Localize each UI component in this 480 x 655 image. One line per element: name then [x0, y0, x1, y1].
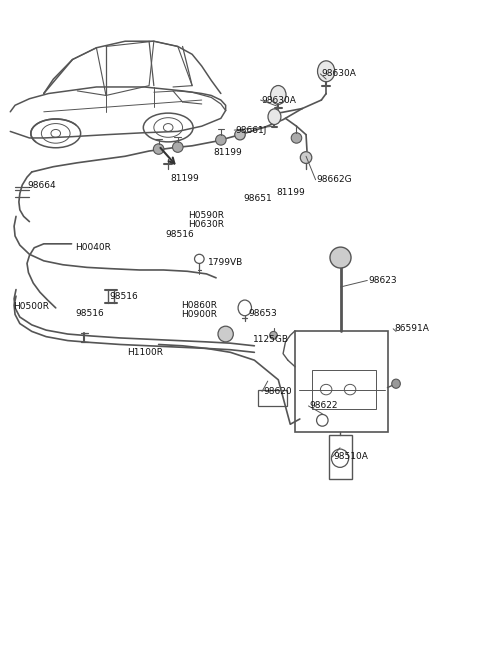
Ellipse shape	[172, 142, 183, 153]
Ellipse shape	[216, 135, 226, 145]
Ellipse shape	[291, 133, 302, 143]
Ellipse shape	[330, 247, 351, 268]
Text: 98516: 98516	[166, 229, 194, 238]
Text: 98516: 98516	[110, 291, 139, 301]
Bar	[328, 435, 351, 479]
Bar	[295, 331, 388, 432]
Text: H0860R: H0860R	[181, 301, 217, 310]
Text: 98630A: 98630A	[322, 69, 356, 79]
Ellipse shape	[318, 61, 335, 82]
Text: 98661J: 98661J	[235, 126, 266, 135]
Text: 98651: 98651	[244, 194, 273, 202]
Text: 81199: 81199	[276, 189, 305, 197]
Text: 86591A: 86591A	[394, 324, 429, 333]
Text: 98516: 98516	[75, 309, 104, 318]
Ellipse shape	[218, 326, 233, 342]
Text: 98622: 98622	[310, 402, 338, 411]
Text: 98662G: 98662G	[317, 176, 352, 184]
Text: 1125GB: 1125GB	[253, 335, 289, 344]
Text: 81199: 81199	[170, 174, 199, 183]
Text: 98510A: 98510A	[333, 453, 368, 461]
Text: 1799VB: 1799VB	[207, 257, 243, 267]
Text: H0630R: H0630R	[188, 219, 224, 229]
Text: 98664: 98664	[27, 181, 56, 189]
Bar	[258, 390, 287, 406]
Ellipse shape	[270, 331, 277, 339]
Ellipse shape	[154, 144, 164, 155]
Bar	[312, 370, 376, 409]
Ellipse shape	[300, 152, 312, 164]
Ellipse shape	[235, 130, 245, 140]
Text: 98620: 98620	[263, 387, 291, 396]
Ellipse shape	[392, 379, 400, 388]
Text: 98630A: 98630A	[262, 96, 297, 105]
Text: H0590R: H0590R	[188, 210, 224, 219]
Text: H0040R: H0040R	[75, 243, 111, 252]
Text: H0500R: H0500R	[12, 302, 48, 311]
Ellipse shape	[268, 109, 281, 124]
Text: 98623: 98623	[368, 276, 397, 285]
Text: H1100R: H1100R	[128, 348, 164, 357]
Ellipse shape	[271, 86, 286, 104]
Text: H0900R: H0900R	[181, 310, 217, 319]
Text: 81199: 81199	[214, 148, 242, 157]
Text: 98653: 98653	[249, 309, 277, 318]
